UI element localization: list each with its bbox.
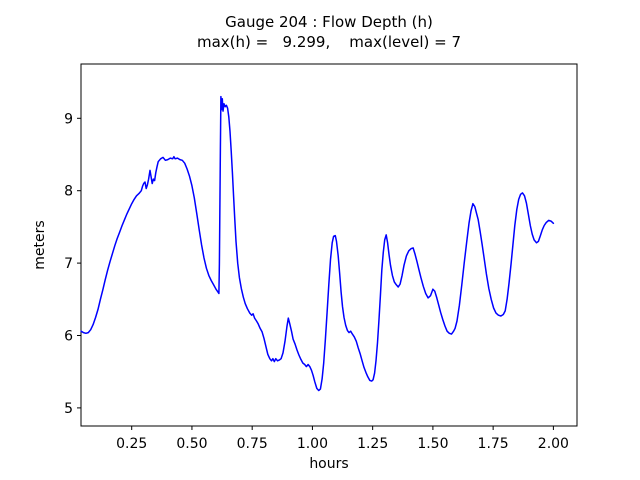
x-tick-label: 1.00 bbox=[297, 436, 328, 452]
x-tick-label: 0.75 bbox=[237, 436, 268, 452]
y-tick-label: 7 bbox=[64, 256, 73, 272]
y-tick-label: 8 bbox=[64, 184, 73, 200]
x-tick-label: 1.75 bbox=[478, 436, 509, 452]
flow-depth-h-line bbox=[80, 95, 555, 392]
chart-subtitle: max(h) = 9.299, max(level) = 7 bbox=[196, 33, 462, 51]
y-tick-label: 5 bbox=[64, 401, 73, 417]
x-tick-label: 1.25 bbox=[357, 436, 388, 452]
x-tick-label: 0.50 bbox=[176, 436, 207, 452]
chart-title: Gauge 204 : Flow Depth (h) bbox=[225, 13, 433, 31]
y-tick-label: 9 bbox=[64, 111, 73, 127]
plot-border bbox=[80, 63, 578, 427]
x-tick-label: 1.50 bbox=[417, 436, 448, 452]
x-tick-label: 2.00 bbox=[538, 436, 569, 452]
x-tick-label: 0.25 bbox=[116, 436, 147, 452]
y-axis-label: meters bbox=[32, 220, 48, 270]
y-tick-label: 6 bbox=[64, 329, 73, 345]
x-axis-label: hours bbox=[309, 456, 349, 472]
